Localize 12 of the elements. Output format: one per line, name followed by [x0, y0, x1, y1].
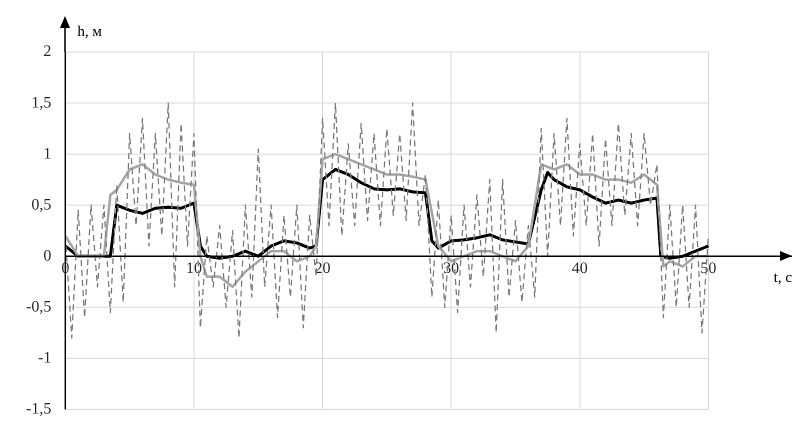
- x-tick-label: 40: [572, 260, 588, 278]
- y-tick-label: -0,5: [26, 298, 52, 316]
- x-tick-label: 10: [186, 260, 202, 278]
- y-tick-label: 1: [43, 145, 52, 162]
- y-tick-label: 1,5: [31, 94, 52, 112]
- y-tick-label: 0: [43, 247, 52, 264]
- y-tick-label: -1: [38, 350, 52, 367]
- y-tick-label: 2: [43, 43, 52, 60]
- x-axis-title: t, с: [774, 270, 792, 286]
- y-tick-label: -1,5: [26, 400, 52, 418]
- y-axis-title: h, м: [77, 24, 102, 40]
- y-tick-label: 0,5: [31, 196, 52, 214]
